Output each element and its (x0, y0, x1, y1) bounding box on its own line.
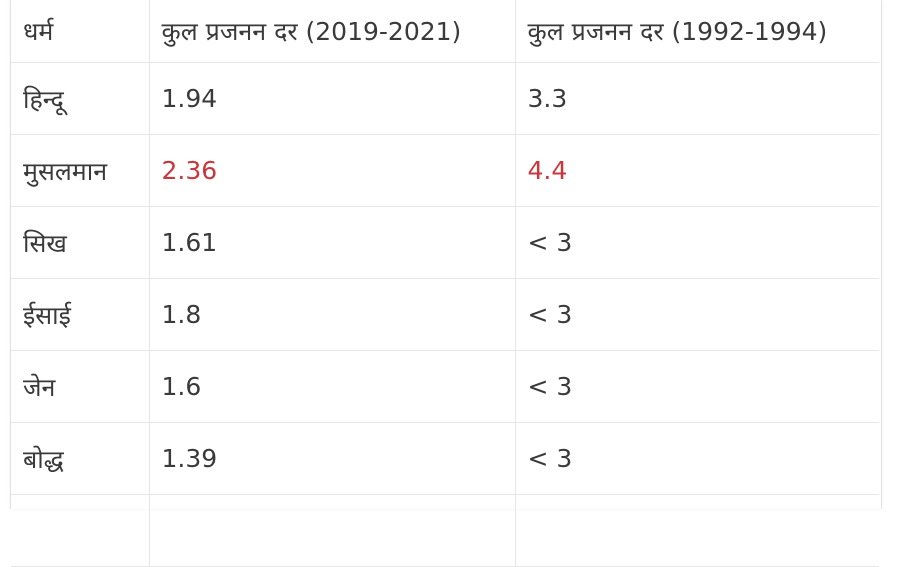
religion-cell: ईसाई (11, 278, 150, 351)
table-row: ईसाई 1.8 < 3 (11, 278, 879, 351)
header-tfr-1992-1994: कुल प्रजनन दर (1992-1994) (515, 0, 879, 63)
empty-cell (11, 494, 150, 567)
tfr-2019-2021-cell: 1.61 (149, 206, 516, 279)
religion-cell: मुसलमान (11, 134, 150, 207)
table-row: मुसलमान 2.36 4.4 (11, 134, 879, 207)
tfr-1992-1994-cell: 3.3 (515, 62, 879, 135)
table-row: हिन्दू 1.94 3.3 (11, 62, 879, 135)
tfr-1992-1994-cell: < 3 (515, 206, 879, 279)
religion-cell: जेन (11, 350, 150, 423)
tfr-1992-1994-cell: 4.4 (515, 134, 879, 207)
fertility-rate-table: धर्म कुल प्रजनन दर (2019-2021) कुल प्रजन… (11, 0, 879, 567)
tfr-2019-2021-cell: 1.39 (149, 422, 516, 495)
header-religion: धर्म (11, 0, 150, 63)
tfr-2019-2021-cell: 1.6 (149, 350, 516, 423)
table-row: सिख 1.61 < 3 (11, 206, 879, 279)
tfr-1992-1994-cell: < 3 (515, 278, 879, 351)
religion-cell: हिन्दू (11, 62, 150, 135)
empty-cell (515, 494, 879, 567)
tfr-1992-1994-cell: < 3 (515, 350, 879, 423)
tfr-2019-2021-cell: 1.8 (149, 278, 516, 351)
table-tail-row (11, 494, 879, 567)
tfr-1992-1994-cell: < 3 (515, 422, 879, 495)
header-tfr-2019-2021: कुल प्रजनन दर (2019-2021) (149, 0, 516, 63)
empty-cell (149, 494, 516, 567)
religion-cell: बोद्ध (11, 422, 150, 495)
table-row: जेन 1.6 < 3 (11, 350, 879, 423)
table-header-row: धर्म कुल प्रजनन दर (2019-2021) कुल प्रजन… (11, 0, 879, 63)
religion-cell: सिख (11, 206, 150, 279)
table-row: बोद्ध 1.39 < 3 (11, 422, 879, 495)
tfr-2019-2021-cell: 2.36 (149, 134, 516, 207)
tfr-2019-2021-cell: 1.94 (149, 62, 516, 135)
